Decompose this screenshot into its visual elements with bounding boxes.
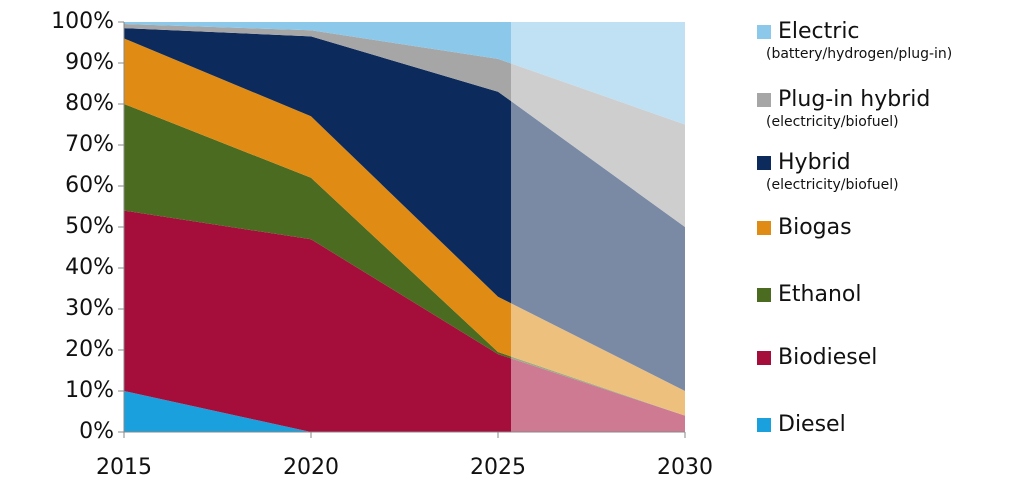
y-tick-label: 80%: [65, 91, 114, 116]
area: [124, 38, 685, 416]
legend-swatch: [757, 93, 771, 107]
area: [124, 210, 685, 432]
x-tick-label: 2015: [96, 455, 152, 480]
y-tick-label: 50%: [65, 214, 114, 239]
x-tick-label: 2030: [657, 455, 713, 480]
legend-swatch: [757, 221, 771, 235]
legend-subtitle: (battery/hydrogen/plug-in): [766, 46, 952, 62]
legend-label: Biodiesel: [778, 345, 877, 370]
legend-swatch: [757, 418, 771, 432]
legend-label: Hybrid: [778, 150, 851, 175]
y-tick-label: 60%: [65, 173, 114, 198]
area: [124, 24, 685, 227]
y-tick-label: 0%: [79, 419, 114, 444]
legend-swatch: [757, 351, 771, 365]
legend-subtitle: (electricity/biofuel): [766, 114, 899, 130]
y-tick-label: 30%: [65, 296, 114, 321]
x-tick-label: 2025: [470, 455, 526, 480]
y-tick-label: 20%: [65, 337, 114, 362]
forecast-shade: [511, 22, 685, 432]
legend-swatch: [757, 288, 771, 302]
legend-label: Electric: [778, 19, 860, 44]
y-tick-label: 10%: [65, 378, 114, 403]
legend-subtitle: (electricity/biofuel): [766, 177, 899, 193]
legend-label: Biogas: [778, 215, 852, 240]
legend-swatch: [757, 25, 771, 39]
x-tick-label: 2020: [283, 455, 339, 480]
legend-swatch: [757, 156, 771, 170]
area: [124, 104, 685, 416]
area: [124, 22, 685, 125]
y-tick-label: 100%: [51, 9, 114, 34]
legend-label: Diesel: [778, 412, 846, 437]
legend-label: Ethanol: [778, 282, 861, 307]
y-tick-label: 40%: [65, 255, 114, 280]
legend-label: Plug-in hybrid: [778, 87, 930, 112]
y-tick-label: 90%: [65, 50, 114, 75]
area: [124, 28, 685, 392]
y-tick-label: 70%: [65, 132, 114, 157]
